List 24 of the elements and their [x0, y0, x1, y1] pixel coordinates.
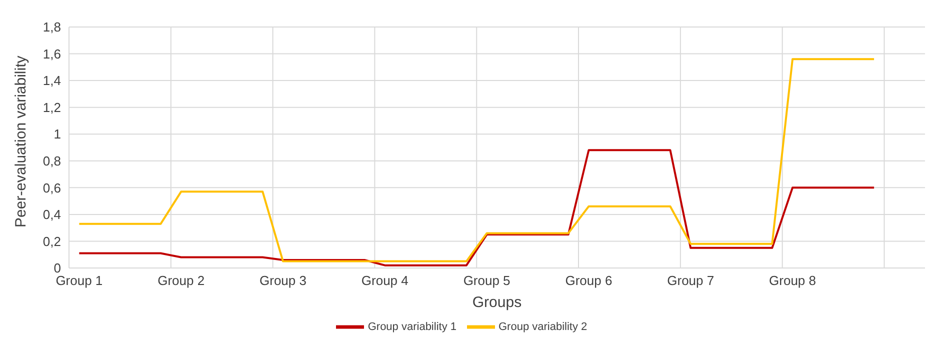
y-tick-label: 1,6 [42, 46, 61, 62]
y-tick-label: 1 [54, 126, 61, 142]
x-tick-label: Group 3 [260, 273, 306, 288]
x-tick-label: Group 2 [158, 273, 205, 288]
x-tick-label: Group 8 [769, 273, 816, 288]
x-tick-label: Group 7 [667, 273, 714, 288]
x-axis-title: Groups [472, 294, 522, 311]
y-tick-label: 1,2 [42, 100, 61, 115]
y-axis-title: Peer-evaluation variability [12, 55, 30, 228]
y-tick-label: 1,4 [42, 73, 61, 88]
legend-label: Group variability 2 [498, 320, 588, 333]
line-series [78, 58, 876, 262]
y-tick-label: 1,8 [42, 20, 61, 35]
y-tick-label: 0,2 [42, 234, 61, 249]
x-tick-label: Group 4 [361, 273, 408, 288]
legend-label: Group variability 1 [368, 320, 456, 333]
x-tick-label: Group 1 [56, 273, 103, 288]
x-tick-label: Group 6 [565, 273, 612, 288]
y-tick-label: 0,8 [42, 154, 61, 169]
y-tick-label: 0,4 [42, 207, 61, 222]
x-tick-label: Group 5 [463, 273, 510, 288]
y-tick-label: 0 [54, 260, 61, 276]
y-tick-label: 0,6 [42, 180, 61, 196]
line-series [78, 149, 876, 266]
